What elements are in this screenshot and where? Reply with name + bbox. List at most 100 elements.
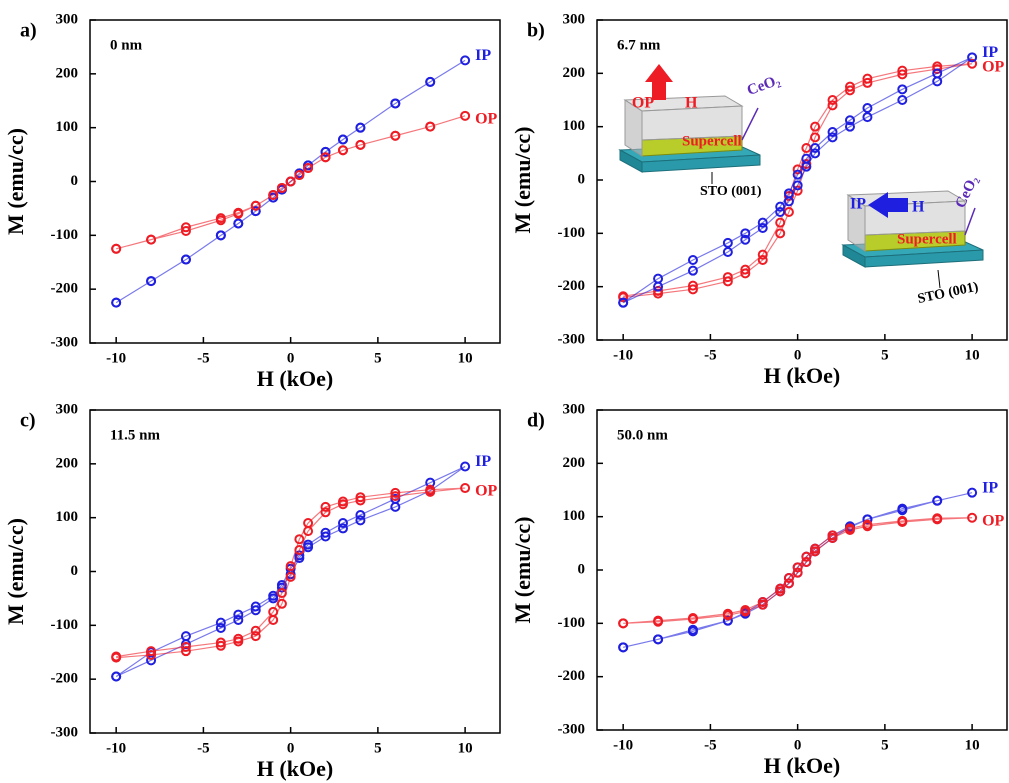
data-point <box>250 200 261 211</box>
data-point <box>775 207 786 217</box>
data-point <box>180 222 191 233</box>
y-tick-label: -200 <box>51 281 79 297</box>
data-point <box>294 544 305 555</box>
data-point <box>215 213 226 224</box>
data-point <box>653 634 664 645</box>
data-point <box>215 637 226 648</box>
inset-label: Supercell <box>897 231 957 247</box>
data-point <box>303 518 314 529</box>
data-point <box>618 291 629 302</box>
inset-label: CeO₂ <box>953 173 982 211</box>
y-tick-label: 300 <box>563 401 586 417</box>
data-point <box>250 631 261 642</box>
data-point <box>792 180 803 191</box>
x-axis-title: H (kOe) <box>764 363 840 388</box>
x-tick-label: -10 <box>613 347 633 363</box>
data-point <box>285 571 296 582</box>
series-line <box>115 59 466 304</box>
inset-label: H <box>685 95 698 112</box>
series <box>618 487 978 653</box>
x-axis-title: H (kOe) <box>257 366 333 391</box>
data-point <box>757 597 768 607</box>
data-point <box>775 583 786 594</box>
x-tick-label: -5 <box>197 740 210 756</box>
data-point <box>827 530 838 541</box>
data-point <box>687 280 698 291</box>
data-point <box>355 495 366 506</box>
x-tick-label: 0 <box>287 740 295 756</box>
data-point <box>180 226 191 237</box>
panel-title: 11.5 nm <box>110 427 161 443</box>
data-point <box>146 646 157 657</box>
data-point <box>337 134 348 145</box>
data-point <box>740 234 751 245</box>
data-point <box>897 515 908 526</box>
data-point <box>111 671 122 682</box>
data-point <box>862 103 873 113</box>
x-tick-label: 5 <box>374 740 382 756</box>
y-tick-label: 200 <box>56 65 79 81</box>
data-point <box>303 163 314 174</box>
data-point <box>827 127 838 137</box>
data-point <box>320 501 331 512</box>
x-tick-label: -5 <box>704 737 717 753</box>
inset-pointer <box>741 107 759 141</box>
data-point <box>932 513 943 524</box>
data-point <box>810 143 821 153</box>
data-point <box>337 496 348 507</box>
data-point <box>862 514 873 525</box>
data-point <box>827 95 838 105</box>
data-point <box>897 95 908 105</box>
series-line <box>116 487 466 659</box>
y-tick-label: -100 <box>558 225 586 241</box>
data-point <box>740 268 751 279</box>
data-point <box>862 519 873 530</box>
data-point <box>111 243 122 254</box>
y-tick-label: -300 <box>558 721 586 737</box>
data-point <box>215 640 226 651</box>
data-point <box>783 578 794 589</box>
series-label: OP <box>982 58 1004 75</box>
x-tick-label: 10 <box>965 737 980 753</box>
y-tick-label: -100 <box>558 615 586 631</box>
data-point <box>285 176 296 187</box>
data-point <box>618 618 629 629</box>
ceo2-box-side <box>624 99 643 157</box>
inset-pointer <box>937 269 941 289</box>
plot-frame <box>89 409 501 734</box>
data-point <box>180 641 191 652</box>
data-point <box>180 646 191 657</box>
data-point <box>250 206 261 217</box>
series-line <box>622 56 973 304</box>
series-line <box>623 492 973 648</box>
data-point <box>897 69 908 80</box>
y-tick-label: 0 <box>71 563 79 579</box>
field-arrow-ip <box>868 192 908 218</box>
plot-frame <box>596 409 1008 731</box>
series-line <box>623 517 973 624</box>
series <box>111 483 471 663</box>
data-point <box>618 642 629 653</box>
data-point <box>250 601 261 612</box>
data-point <box>320 152 331 163</box>
data-point <box>460 461 471 472</box>
data-point <box>276 182 287 193</box>
data-point <box>740 605 751 615</box>
data-point <box>844 81 855 92</box>
data-point <box>180 254 191 265</box>
data-point <box>722 247 733 257</box>
y-tick-label: -100 <box>51 227 79 243</box>
inset-diagrams: OP H Supercell CeO₂ STO (001) IP H Supercell CeO… <box>618 64 984 307</box>
data-point <box>294 534 305 545</box>
series <box>111 110 471 254</box>
data-point <box>810 543 821 554</box>
data-point <box>250 625 261 636</box>
data-point <box>355 122 366 133</box>
data-point <box>618 297 629 308</box>
y-tick-label: 200 <box>563 455 586 471</box>
data-point <box>967 52 978 63</box>
y-tick-label: 200 <box>56 455 79 471</box>
data-point <box>687 613 698 623</box>
data-point <box>268 590 279 601</box>
